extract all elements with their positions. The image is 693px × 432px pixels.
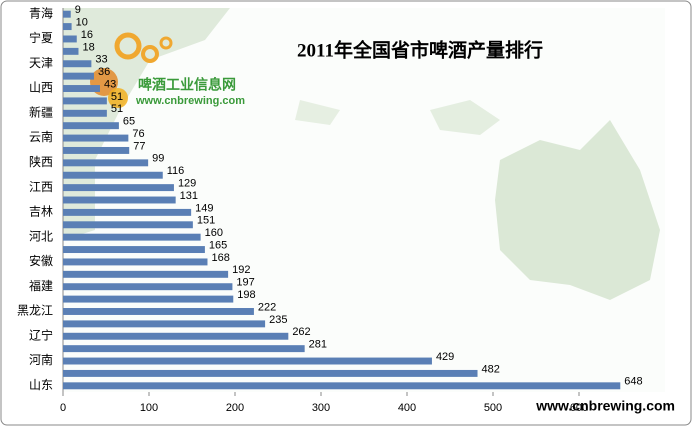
- y-tick-label: 黑龙江: [17, 304, 53, 318]
- x-tick-label: 300: [312, 402, 330, 414]
- data-label: 235: [269, 314, 287, 326]
- x-tick-label: 0: [60, 402, 66, 414]
- data-label: 10: [76, 16, 88, 28]
- data-label: 65: [123, 116, 135, 128]
- bar: [63, 60, 92, 68]
- bar: [63, 233, 201, 241]
- y-tick-label: 新疆: [29, 104, 53, 119]
- chart-title: 2011年全国省市啤酒产量排行: [297, 38, 543, 61]
- bar: [63, 159, 149, 167]
- data-label: 281: [309, 339, 327, 351]
- bar: [63, 345, 305, 353]
- data-label: 76: [132, 128, 144, 140]
- data-label: 16: [81, 29, 93, 41]
- x-tick-label: 200: [226, 402, 244, 414]
- data-label: 99: [152, 153, 164, 165]
- source: www.cnbrewing.com: [535, 398, 675, 414]
- y-tick-label: 安徽: [29, 253, 53, 268]
- data-label: 160: [205, 227, 223, 239]
- data-label: 149: [195, 202, 213, 214]
- bar: [63, 134, 129, 142]
- bar: [63, 221, 193, 229]
- data-label: 198: [237, 289, 255, 301]
- bar: [63, 47, 79, 55]
- bar: [63, 382, 621, 390]
- bar: [63, 369, 478, 377]
- bar: [63, 184, 174, 192]
- bar: [63, 146, 130, 154]
- bar: [63, 270, 229, 278]
- y-tick-label: 山西: [29, 81, 53, 95]
- data-label: 262: [292, 326, 310, 338]
- data-label: 33: [95, 54, 107, 66]
- y-tick-label: 河南: [29, 352, 53, 367]
- x-tick-label: 600: [570, 402, 588, 414]
- data-label: 131: [180, 190, 198, 202]
- data-label: 36: [98, 66, 110, 78]
- data-label: 197: [236, 277, 254, 289]
- bar: [63, 35, 77, 43]
- y-tick-label: 云南: [29, 129, 53, 144]
- data-label: 116: [167, 165, 185, 177]
- bar: [63, 357, 432, 365]
- data-label: 9: [75, 4, 81, 16]
- data-label: 151: [197, 215, 215, 227]
- bar: [63, 109, 107, 117]
- data-label: 482: [482, 363, 500, 375]
- data-label: 429: [436, 351, 454, 363]
- bar: [63, 246, 205, 254]
- bar: [63, 122, 119, 130]
- data-label: 192: [232, 264, 250, 276]
- data-label: 18: [82, 41, 94, 53]
- bar: [63, 72, 94, 80]
- bar: [63, 332, 289, 340]
- y-tick-label: 辽宁: [29, 327, 53, 342]
- data-label: 129: [178, 178, 196, 190]
- bar: [63, 258, 208, 266]
- bar: [63, 208, 192, 216]
- x-tick-label: 400: [398, 402, 416, 414]
- data-label: 222: [258, 301, 276, 313]
- data-label: 168: [211, 252, 229, 264]
- y-tick-label: 山东: [29, 378, 53, 392]
- y-tick-label: 福建: [29, 278, 53, 293]
- bar: [63, 85, 100, 92]
- bar: [63, 320, 266, 328]
- y-tick-label: 河北: [29, 229, 53, 243]
- data-label: 648: [624, 376, 642, 388]
- bar: [63, 283, 233, 291]
- data-label: 51: [111, 91, 123, 103]
- y-tick-label: 天津: [29, 56, 53, 70]
- y-tick-label: 陕西: [29, 154, 53, 169]
- watermark-url: www.cnbrewing.com: [135, 95, 245, 107]
- bar: [63, 295, 234, 303]
- x-tick-label: 500: [484, 402, 502, 414]
- bar: [63, 23, 72, 31]
- bar: [63, 196, 176, 204]
- x-tick-label: 100: [140, 402, 158, 414]
- bar: [63, 97, 107, 105]
- y-tick-label: 江西: [29, 180, 53, 194]
- y-tick-label: 吉林: [29, 205, 53, 219]
- data-label: 165: [209, 239, 227, 251]
- data-label: 43: [104, 78, 116, 90]
- y-tick-label: 青海: [29, 5, 53, 20]
- bar: [63, 10, 71, 18]
- data-label: 77: [133, 140, 145, 152]
- data-label: 51: [111, 103, 123, 115]
- watermark: 啤酒工业信息网: [138, 77, 236, 93]
- bar: [63, 171, 163, 179]
- bar: [63, 308, 254, 315]
- y-tick-label: 宁夏: [29, 30, 53, 45]
